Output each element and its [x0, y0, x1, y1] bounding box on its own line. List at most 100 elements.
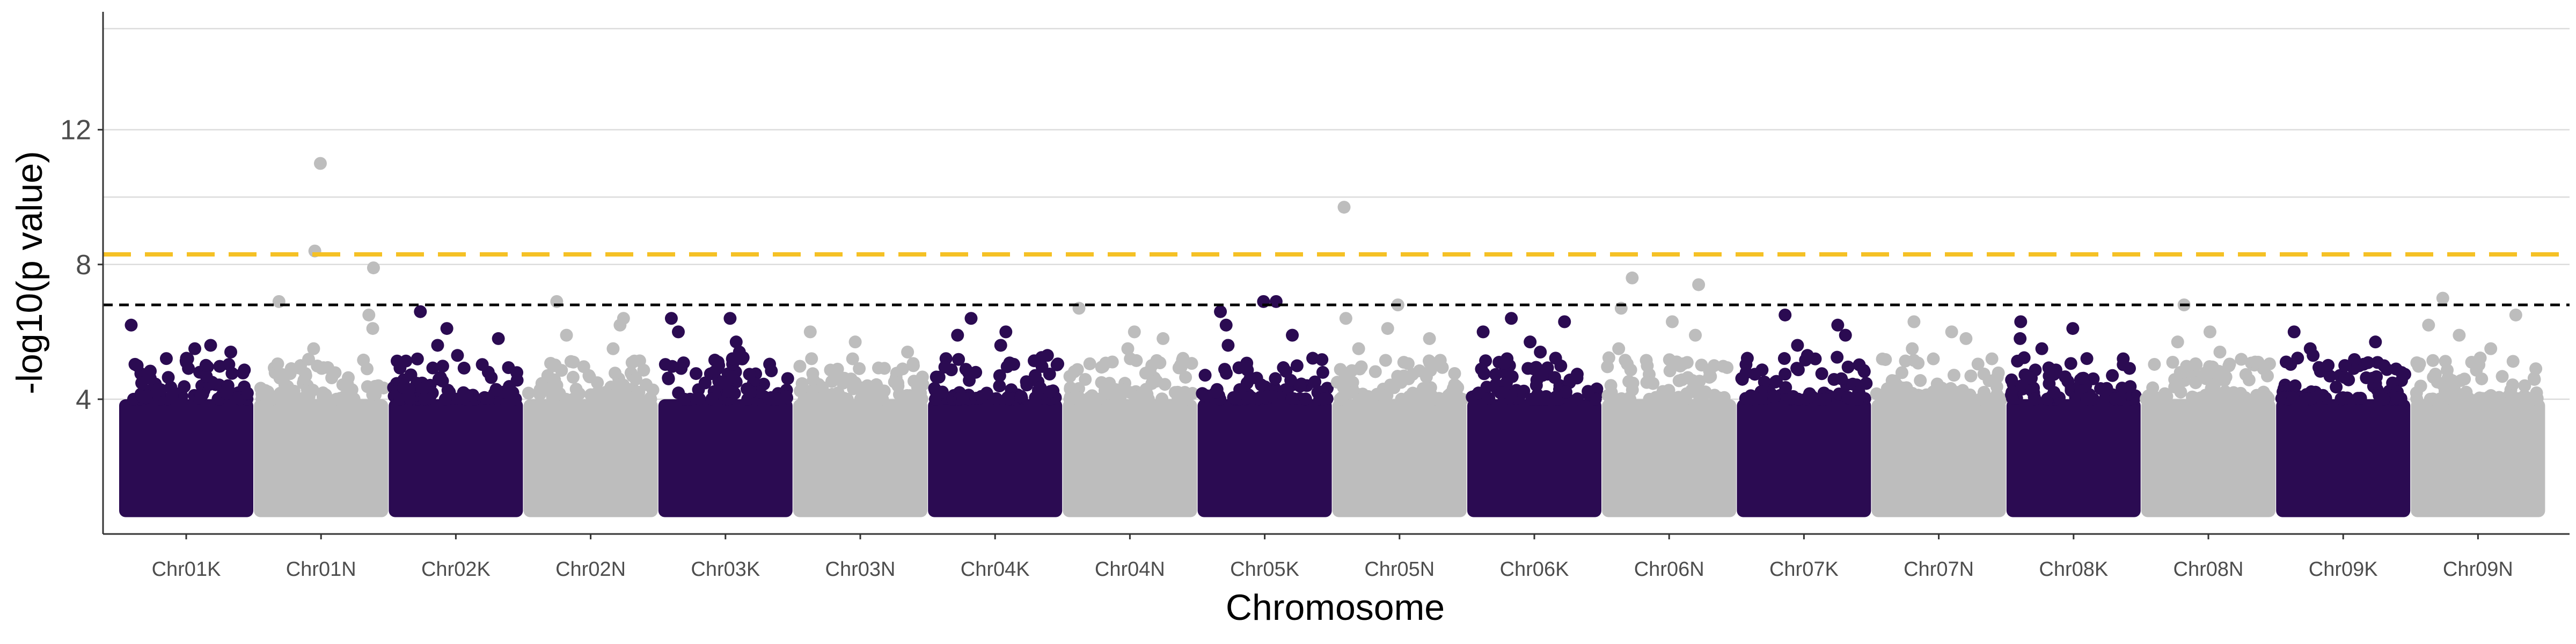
x-tick-label: Chr04N: [1095, 558, 1165, 581]
snp-point: [2458, 372, 2471, 386]
chromosome-Chr07N: [1870, 315, 2008, 517]
snp-point: [1876, 390, 1889, 404]
peak-snp-point: [431, 339, 444, 352]
snp-point: [2454, 391, 2467, 404]
peak-snp-point: [1352, 342, 1365, 355]
snp-point: [566, 370, 580, 384]
peak-snp-point: [1337, 201, 1351, 214]
peak-snp-point: [606, 342, 620, 355]
snp-point: [793, 360, 807, 373]
snp-point: [1803, 390, 1816, 404]
snp-point: [236, 367, 250, 380]
snp-point: [781, 372, 794, 385]
dense-points-block: [1871, 399, 2006, 517]
snp-point: [2064, 357, 2077, 370]
peak-snp-point: [901, 346, 914, 359]
snp-point: [1153, 356, 1167, 369]
snp-point: [1472, 386, 1485, 400]
snp-point: [1355, 360, 1368, 374]
snp-point: [2108, 392, 2121, 405]
peak-snp-point: [2307, 349, 2320, 362]
chromosome-Chr09K: [2275, 325, 2412, 517]
snp-point: [2234, 386, 2248, 400]
peak-snp-point: [1906, 342, 1919, 355]
peak-snp-point: [440, 322, 453, 335]
peak-snp-point: [1626, 271, 1639, 284]
snp-point: [1139, 367, 1152, 380]
chromosome-Chr07K: [1735, 308, 1873, 517]
snp-point: [1640, 376, 1653, 389]
snp-point: [1433, 354, 1447, 367]
snp-point: [722, 385, 736, 398]
snp-point: [547, 390, 561, 404]
snp-point: [567, 355, 580, 369]
snp-point: [601, 387, 614, 401]
peak-snp-point: [2066, 322, 2080, 335]
peak-snp-point: [2369, 335, 2382, 349]
snp-point: [2286, 391, 2300, 404]
snp-point: [1527, 362, 1540, 376]
snp-point: [1299, 392, 1312, 406]
snp-point: [1990, 370, 2004, 384]
x-tick-label: Chr08N: [2174, 558, 2244, 581]
snp-point: [213, 360, 226, 373]
snp-point: [1989, 392, 2003, 406]
snp-point: [1857, 364, 1870, 377]
peak-snp-point: [2035, 342, 2048, 355]
peak-snp-point: [204, 339, 217, 352]
y-tick-label: 4: [76, 384, 91, 415]
peak-snp-point: [729, 335, 743, 349]
snp-point: [2426, 354, 2440, 367]
chromosome-Chr08N: [2140, 298, 2276, 517]
snp-point: [1790, 362, 1804, 375]
snp-point: [1155, 392, 1169, 406]
dense-points-block: [2006, 399, 2141, 517]
peak-snp-point: [1945, 325, 1958, 339]
snp-point: [2334, 392, 2348, 406]
snp-point: [1250, 371, 1263, 385]
chromosome-Chr02K: [387, 305, 524, 517]
snp-point: [1001, 392, 1015, 406]
chromosome-Chr06N: [1601, 271, 1737, 517]
snp-point: [872, 361, 885, 375]
peak-snp-point: [2422, 318, 2435, 332]
snp-point: [1067, 391, 1080, 405]
peak-snp-point: [1558, 315, 1571, 328]
snp-point: [708, 365, 721, 378]
snp-point: [2371, 356, 2384, 369]
peak-snp-point: [181, 352, 194, 365]
snp-point: [1707, 359, 1721, 372]
peak-snp-point: [307, 342, 320, 355]
snp-point: [481, 392, 495, 405]
snp-point: [1356, 392, 1370, 405]
snp-point: [1659, 392, 1673, 406]
threshold-lines: [103, 252, 2570, 306]
snp-point: [418, 392, 431, 406]
snp-point: [2188, 391, 2201, 405]
snp-point: [2360, 371, 2373, 384]
peak-snp-point: [1612, 342, 1626, 355]
y-tick-labels: 4 8 12: [60, 115, 103, 415]
snp-point: [1672, 374, 1686, 387]
snp-point: [1536, 369, 1549, 382]
snp-point: [853, 362, 866, 375]
snp-point: [956, 392, 970, 405]
snp-point: [417, 382, 430, 395]
chromosome-Chr06K: [1466, 312, 1604, 517]
snp-point: [1334, 363, 1347, 376]
x-tick-label: Chr09N: [2443, 558, 2513, 581]
snp-point: [1505, 370, 1519, 383]
snp-point: [2142, 389, 2155, 402]
snp-point: [502, 361, 515, 375]
snp-point: [1885, 374, 1899, 387]
chromosome-Chr05N: [1330, 201, 1469, 517]
snp-point: [2410, 356, 2424, 370]
snp-point: [2047, 386, 2061, 399]
snp-point: [1876, 352, 1889, 365]
chromosome-Chr05K: [1196, 295, 1334, 517]
snp-point: [544, 356, 557, 370]
snp-point: [705, 392, 719, 406]
snp-point: [1964, 369, 1978, 383]
snp-point: [1368, 365, 1382, 378]
